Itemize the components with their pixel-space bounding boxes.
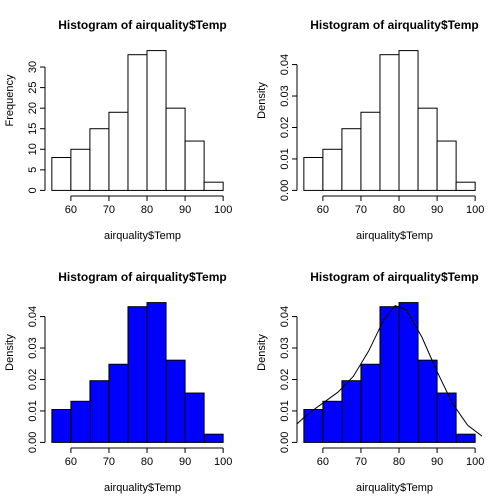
x-tick-label: 60: [317, 204, 329, 216]
y-tick-label: 30: [27, 61, 39, 73]
panel: Histogram of airquality$Temp airquality$T…: [256, 18, 484, 242]
y-tick-label: 0.02: [27, 369, 39, 390]
bar: [108, 111, 129, 191]
bar: [51, 157, 72, 191]
y-tick-label: 25: [27, 81, 39, 93]
x-tick-label: 60: [317, 456, 329, 468]
x-tick-label: 80: [141, 204, 153, 216]
y-tick-label: 5: [27, 167, 39, 173]
bar: [341, 380, 362, 443]
bar: [398, 302, 419, 443]
y-tick-label: 0.04: [279, 306, 291, 327]
y-tick-label: 20: [27, 102, 39, 114]
y-tick-label: 0.00: [279, 180, 291, 201]
y-tick-label: 0.04: [279, 54, 291, 75]
x-tick-label: 80: [393, 456, 405, 468]
bar: [127, 54, 148, 191]
x-tick-label: 80: [141, 456, 153, 468]
panel: Histogram of airquality$Temp airquality$T…: [4, 18, 232, 242]
bar: [203, 433, 224, 443]
panel: Histogram of airquality$Temp airquality$T…: [4, 270, 232, 494]
bar: [146, 50, 167, 191]
density-curve: [297, 304, 482, 437]
y-tick-label: 0.03: [279, 337, 291, 358]
x-tick-label: 70: [355, 456, 367, 468]
x-tick-label: 70: [103, 204, 115, 216]
y-tick-label: 0.01: [279, 148, 291, 169]
bar: [51, 408, 72, 443]
y-tick-label: 0.03: [279, 85, 291, 106]
y-tick-label: 0: [27, 187, 39, 193]
y-axis-label: Frequency: [4, 74, 16, 126]
bar: [184, 140, 205, 191]
x-tick-label: 60: [65, 204, 77, 216]
bar: [341, 128, 362, 191]
chart-title: Histogram of airquality$Temp: [58, 270, 226, 284]
y-tick-label: 10: [27, 143, 39, 155]
x-tick-label: 90: [179, 456, 191, 468]
y-tick-label: 0.00: [27, 432, 39, 453]
bar: [360, 111, 381, 191]
bar: [70, 148, 91, 191]
y-tick-label: 0.01: [279, 400, 291, 421]
bar: [303, 156, 324, 191]
bar: [436, 392, 457, 443]
bar: [165, 107, 186, 191]
x-tick-label: 90: [431, 204, 443, 216]
y-axis-label: Density: [256, 82, 268, 119]
bar: [417, 359, 438, 443]
bar: [360, 363, 381, 443]
chart-title: Histogram of airquality$Temp: [310, 270, 478, 284]
y-tick-label: 0.00: [279, 432, 291, 453]
x-tick-label: 100: [466, 456, 484, 468]
x-axis-label: airquality$Temp: [356, 482, 433, 494]
x-axis-label: airquality$Temp: [104, 482, 181, 494]
bar: [322, 148, 343, 191]
x-axis-label: airquality$Temp: [104, 230, 181, 242]
y-tick-label: 0.03: [27, 337, 39, 358]
bar: [146, 302, 167, 443]
chart-title: Histogram of airquality$Temp: [310, 18, 478, 32]
y-tick-label: 0.02: [279, 369, 291, 390]
x-tick-label: 100: [214, 456, 232, 468]
bar: [70, 400, 91, 443]
bar: [184, 392, 205, 443]
x-tick-label: 100: [466, 204, 484, 216]
x-tick-label: 100: [214, 204, 232, 216]
bar: [455, 433, 476, 443]
y-tick-label: 0.04: [27, 306, 39, 327]
x-tick-label: 60: [65, 456, 77, 468]
bar: [436, 140, 457, 191]
y-axis-label: Density: [4, 334, 16, 371]
bar: [322, 400, 343, 443]
y-axis-label: Density: [256, 334, 268, 371]
bar: [379, 306, 400, 443]
y-tick-label: 15: [27, 123, 39, 135]
x-tick-label: 90: [179, 204, 191, 216]
x-tick-label: 80: [393, 204, 405, 216]
y-tick-label: 0.01: [27, 400, 39, 421]
bar: [417, 107, 438, 191]
bar: [108, 363, 129, 443]
bar: [455, 181, 476, 191]
y-tick-label: 0.02: [279, 117, 291, 138]
panel: Histogram of airquality$Temp airquality$T…: [256, 270, 484, 494]
bar: [398, 50, 419, 191]
bar: [89, 380, 110, 443]
bar: [165, 359, 186, 443]
x-tick-label: 70: [355, 204, 367, 216]
x-tick-label: 70: [103, 456, 115, 468]
x-tick-label: 90: [431, 456, 443, 468]
x-axis-label: airquality$Temp: [356, 230, 433, 242]
chart-title: Histogram of airquality$Temp: [58, 18, 226, 32]
bar: [203, 181, 224, 191]
bar: [127, 306, 148, 443]
bar: [379, 54, 400, 191]
bar: [89, 128, 110, 191]
